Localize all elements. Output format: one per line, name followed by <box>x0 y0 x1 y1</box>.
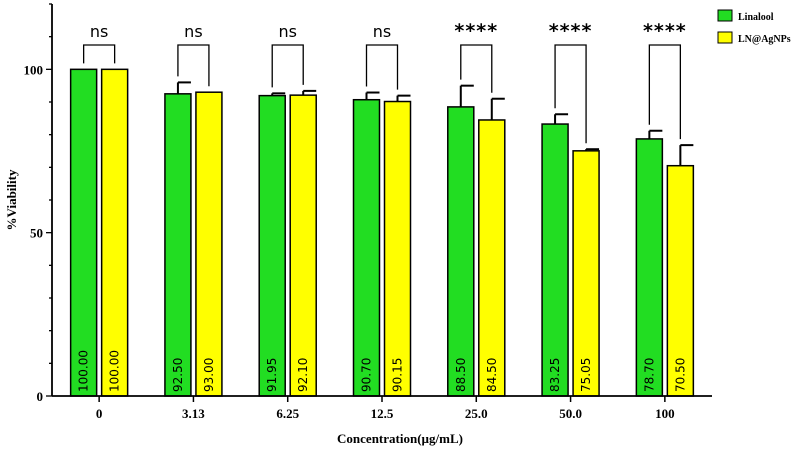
bar-value-label: 100.00 <box>77 350 91 392</box>
bar-linalool-25.0 <box>447 106 475 397</box>
x-tick-label: 50.0 <box>559 406 582 421</box>
significance-layer: ns ns ns ns **** **** **** <box>82 20 687 144</box>
y-tick-label: 0 <box>37 389 44 404</box>
significance-bracket <box>82 44 116 64</box>
x-tick-label: 25.0 <box>465 406 488 421</box>
significance-label: ns <box>278 22 296 41</box>
bar-value-label: 92.10 <box>296 358 310 392</box>
x-axis-title: Concentration(µg/mL) <box>337 431 463 446</box>
x-tick-label: 3.13 <box>182 406 205 421</box>
significance-label: **** <box>643 20 687 42</box>
bar-value-label: 78.70 <box>642 358 656 392</box>
legend-swatch <box>717 31 733 44</box>
x-tick-label: 0 <box>96 406 103 421</box>
y-axis-title: %Viability <box>4 169 19 230</box>
significance-bracket <box>460 44 493 93</box>
significance-bracket <box>271 44 304 88</box>
bar-value-label: 83.25 <box>548 358 562 392</box>
bar-value-label: 84.50 <box>485 358 499 392</box>
bar-linalool-3.13 <box>164 93 192 397</box>
bar-ln-agnps-0 <box>100 68 129 397</box>
axes-layer: 0 3.13 6.25 12.5 25.0 50.0 100 0 50 100 Concentrat… <box>4 3 712 446</box>
legend-swatch <box>717 9 733 22</box>
bar-linalool-0 <box>69 68 98 397</box>
significance-label: **** <box>549 20 593 42</box>
y-tick-label: 50 <box>30 226 43 241</box>
bar-linalool-100 <box>635 138 664 397</box>
bar-value-label: 92.50 <box>171 358 185 392</box>
value-labels-layer: 100.00 100.00 92.50 93.00 91.95 92.10 90.70 90.… <box>77 350 688 392</box>
bar-value-label: 91.95 <box>265 358 279 392</box>
bar-value-label: 75.05 <box>579 358 593 392</box>
significance-label: ns <box>373 22 391 41</box>
legend: Linalool LN@AgNPs <box>717 9 791 45</box>
bar-value-label: 90.15 <box>391 358 405 392</box>
significance-bracket <box>177 44 210 87</box>
bar-value-label: 100.00 <box>108 350 122 392</box>
x-tick-label: 6.25 <box>276 406 299 421</box>
legend-label: Linalool <box>738 12 774 23</box>
bar-linalool-50.0 <box>541 123 569 397</box>
bars-layer <box>69 68 695 397</box>
bar-ln-agnps-12.5 <box>383 100 412 397</box>
y-tick-label: 100 <box>24 62 44 77</box>
significance-label: ns <box>90 22 108 41</box>
significance-label: **** <box>454 20 498 42</box>
bar-linalool-12.5 <box>352 98 381 397</box>
bar-linalool-6.25 <box>258 94 286 397</box>
bar-value-label: 93.00 <box>202 358 216 392</box>
significance-bracket <box>554 44 587 144</box>
x-tick-label: 12.5 <box>371 406 394 421</box>
bar-ln-agnps-100 <box>666 164 695 397</box>
significance-label: ns <box>184 22 202 41</box>
bar-ln-agnps-3.13 <box>195 91 223 397</box>
significance-bracket <box>365 44 399 90</box>
bar-ln-agnps-25.0 <box>478 119 506 397</box>
bar-value-label: 88.50 <box>454 358 468 392</box>
error-bars-layer <box>176 81 694 166</box>
bar-value-label: 70.50 <box>673 358 687 392</box>
significance-bracket <box>648 44 682 140</box>
bar-ln-agnps-50.0 <box>572 150 600 397</box>
x-tick-label: 100 <box>655 406 675 421</box>
bar-value-label: 90.70 <box>360 358 374 392</box>
bar-ln-agnps-6.25 <box>289 94 317 397</box>
legend-label: LN@AgNPs <box>738 34 791 45</box>
